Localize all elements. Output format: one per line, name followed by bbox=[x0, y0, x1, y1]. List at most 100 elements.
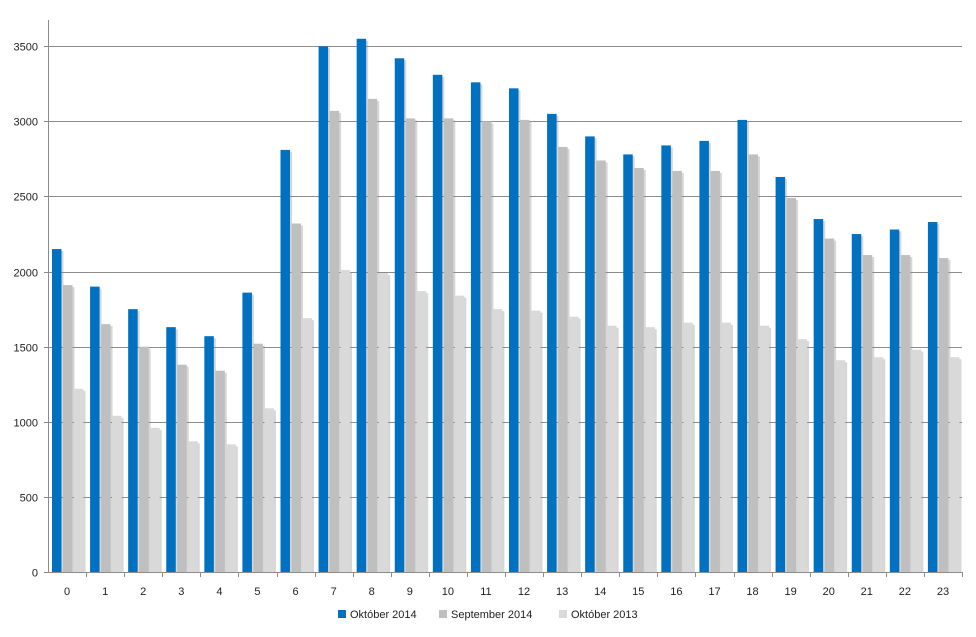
bar bbox=[835, 360, 846, 572]
x-tick-label: 20 bbox=[823, 586, 835, 598]
x-tick-label: 14 bbox=[594, 586, 606, 598]
bar bbox=[683, 322, 693, 572]
bar bbox=[226, 444, 236, 572]
bar bbox=[623, 154, 633, 572]
bar bbox=[329, 110, 340, 572]
bar bbox=[900, 255, 911, 572]
bar bbox=[949, 357, 960, 572]
x-axis: 0 1 2 3 4 5 6 7 8 9 10 11 12 13 14 15 16 17 18 19 20 21 22 23 bbox=[48, 572, 963, 598]
x-tick-label: 1 bbox=[102, 586, 108, 598]
bar bbox=[367, 98, 378, 572]
bar bbox=[862, 255, 873, 572]
x-tick-label: 21 bbox=[861, 586, 873, 598]
bar bbox=[911, 349, 922, 572]
bar bbox=[74, 388, 84, 572]
bar bbox=[52, 249, 62, 572]
legend-swatch bbox=[338, 610, 346, 618]
bar bbox=[378, 273, 389, 572]
bar bbox=[215, 370, 225, 572]
x-tick-label: 13 bbox=[556, 586, 568, 598]
legend-label: Október 2014 bbox=[350, 609, 417, 621]
bar bbox=[509, 88, 519, 572]
bar bbox=[166, 327, 176, 572]
bar bbox=[585, 136, 595, 573]
bar bbox=[786, 197, 797, 573]
bar bbox=[63, 285, 73, 572]
bar bbox=[748, 154, 758, 572]
bar bbox=[405, 118, 416, 573]
bar bbox=[394, 58, 405, 572]
bar bbox=[492, 309, 503, 572]
bar bbox=[90, 286, 100, 572]
bar bbox=[416, 291, 427, 572]
x-tick-label: 4 bbox=[216, 586, 222, 598]
bar bbox=[128, 309, 138, 572]
bar bbox=[927, 222, 938, 573]
legend-label: Október 2013 bbox=[571, 609, 638, 621]
x-tick-label: 2 bbox=[140, 586, 146, 598]
bar bbox=[432, 74, 443, 572]
legend-label: September 2014 bbox=[451, 609, 532, 621]
gridlines bbox=[48, 46, 962, 498]
bar bbox=[188, 441, 198, 572]
x-tick-label: 12 bbox=[518, 586, 530, 598]
bar bbox=[797, 339, 808, 572]
bar bbox=[177, 364, 187, 572]
bar bbox=[737, 119, 747, 572]
bar bbox=[634, 167, 644, 572]
bar bbox=[824, 238, 835, 572]
x-tick-label: 18 bbox=[746, 586, 758, 598]
bar bbox=[531, 310, 541, 572]
x-tick-label: 0 bbox=[64, 586, 70, 598]
x-tick-label: 6 bbox=[292, 586, 298, 598]
bar bbox=[759, 325, 769, 572]
x-tick-label: 22 bbox=[899, 586, 911, 598]
bar bbox=[470, 82, 481, 573]
bar bbox=[139, 346, 149, 572]
x-tick-label: 8 bbox=[369, 586, 375, 598]
y-tick-label: 0 bbox=[32, 568, 38, 580]
bar bbox=[204, 336, 214, 572]
bar bbox=[242, 292, 252, 572]
y-tick-label: 1500 bbox=[14, 343, 38, 355]
x-tick-label: 15 bbox=[632, 586, 644, 598]
legend: Október 2014 September 2014 Október 2013 bbox=[338, 609, 638, 621]
bar bbox=[721, 322, 731, 572]
bar bbox=[280, 149, 290, 573]
y-tick-label: 2000 bbox=[14, 268, 38, 280]
bar bbox=[569, 316, 579, 572]
bar bbox=[291, 223, 301, 572]
bar bbox=[112, 415, 122, 572]
bar bbox=[340, 270, 351, 572]
bar bbox=[253, 343, 263, 572]
y-axis: 0 500 1000 1500 2000 2500 3000 3500 bbox=[14, 20, 49, 580]
bar bbox=[661, 145, 671, 572]
bar bbox=[558, 146, 568, 572]
bar bbox=[596, 160, 606, 573]
bar bbox=[607, 325, 617, 572]
x-tick-label: 3 bbox=[178, 586, 184, 598]
legend-swatch bbox=[559, 610, 567, 618]
x-tick-label: 7 bbox=[331, 586, 337, 598]
y-tick-label: 1000 bbox=[14, 418, 38, 430]
bar bbox=[645, 327, 655, 572]
bar bbox=[672, 170, 682, 572]
bar bbox=[150, 427, 160, 572]
bar bbox=[813, 219, 824, 573]
bar bbox=[356, 38, 367, 572]
x-tick-label: 11 bbox=[480, 586, 491, 598]
y-tick-label: 2500 bbox=[14, 192, 38, 204]
bar bbox=[101, 324, 111, 572]
bar bbox=[443, 118, 454, 573]
x-tick-label: 16 bbox=[670, 586, 682, 598]
bar bbox=[851, 234, 862, 572]
bar bbox=[938, 258, 949, 572]
y-tick-label: 3500 bbox=[14, 42, 38, 54]
bar-series bbox=[52, 38, 962, 573]
bar bbox=[873, 357, 884, 572]
y-tick-label: 500 bbox=[20, 493, 38, 505]
bar bbox=[699, 140, 709, 572]
bar bbox=[481, 121, 492, 572]
x-tick-label: 10 bbox=[442, 586, 454, 598]
bar bbox=[547, 113, 557, 572]
